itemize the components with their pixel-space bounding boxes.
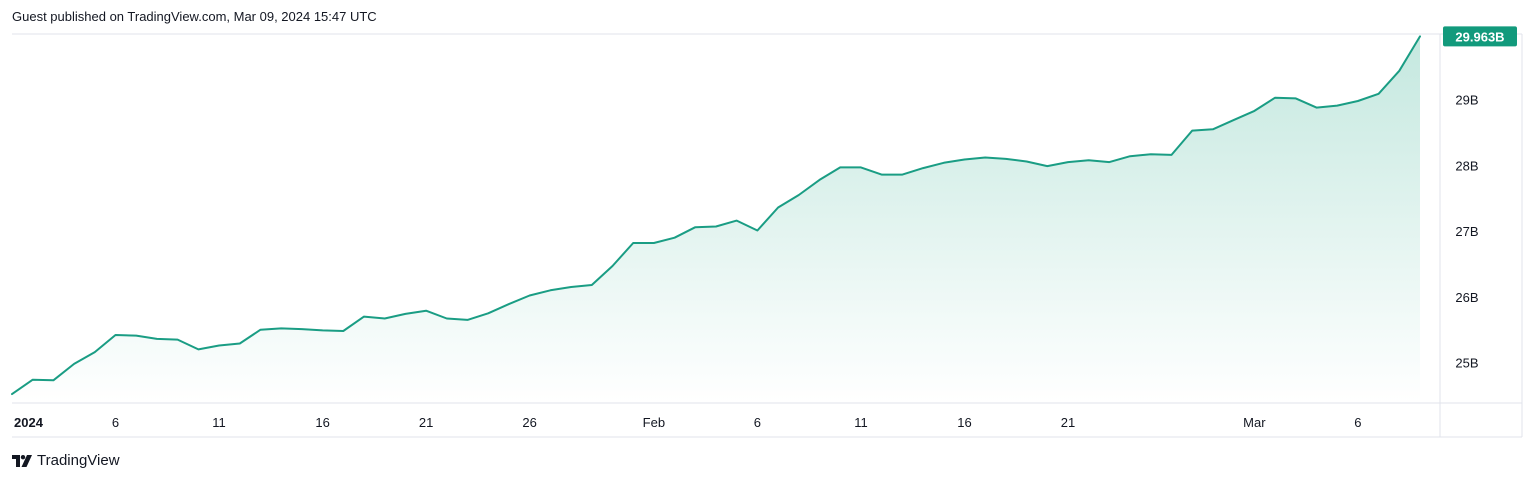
tradingview-logo-icon: [12, 454, 32, 467]
x-tick-label: 16: [315, 415, 329, 430]
last-value-badge: [1443, 26, 1517, 47]
x-tick-label: 21: [1061, 415, 1075, 430]
x-tick-label: 6: [112, 415, 119, 430]
x-tick-label: 11: [212, 415, 226, 430]
footer-brand: TradingView: [37, 452, 120, 469]
tradingview-logo[interactable]: TradingView: [12, 452, 120, 469]
x-tick-label: 6: [1354, 415, 1361, 430]
x-tick-label: Mar: [1243, 415, 1266, 430]
series-area: [12, 36, 1420, 403]
y-tick-label: 26B: [1455, 290, 1478, 305]
x-tick-label: Feb: [643, 415, 665, 430]
y-tick-label: 27B: [1455, 224, 1478, 239]
x-tick-label: 21: [419, 415, 433, 430]
y-tick-label: 29B: [1455, 93, 1478, 108]
x-tick-label: 2024: [14, 415, 44, 430]
x-tick-label: 16: [957, 415, 971, 430]
x-tick-label: 26: [522, 415, 536, 430]
y-tick-label: 28B: [1455, 158, 1478, 173]
x-tick-label: 6: [754, 415, 761, 430]
last-value-label: 29.963B: [1455, 29, 1504, 44]
y-tick-label: 25B: [1455, 356, 1478, 371]
x-tick-label: 11: [854, 415, 868, 430]
series-line: [11, 35, 1421, 396]
publish-info: Guest published on TradingView.com, Mar …: [12, 9, 377, 24]
